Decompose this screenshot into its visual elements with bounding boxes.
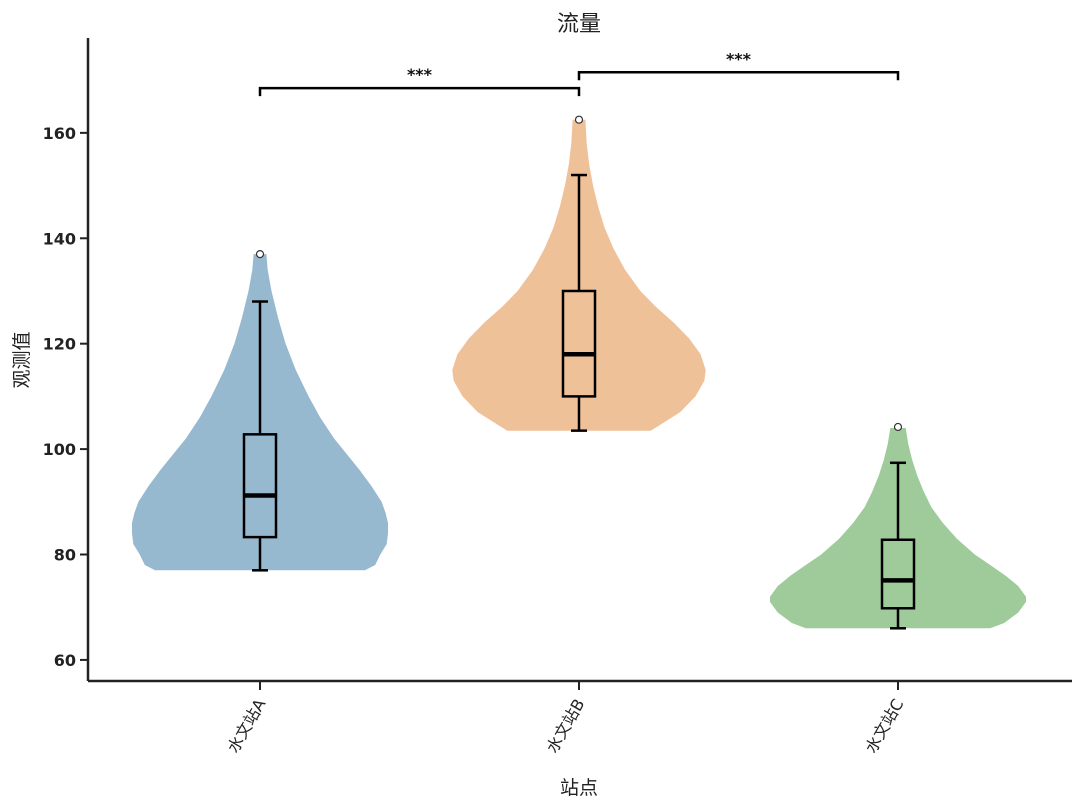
box-2	[561, 289, 597, 398]
x-axis-label: 站点	[560, 777, 598, 799]
outlier-3-1	[893, 422, 903, 432]
significance-label-2: ***	[726, 49, 752, 68]
outlier-1-1	[255, 249, 265, 259]
chart-title: 流量	[557, 12, 601, 37]
x-tick-label-2: 水文站B	[543, 696, 589, 757]
y-tick-label-160: 160	[43, 124, 76, 143]
box-1	[242, 433, 278, 539]
outlier-2-1	[574, 115, 584, 124]
significance-group: *** ***	[258, 49, 900, 97]
y-tick-label-80: 80	[54, 546, 76, 565]
y-tick-label-140: 140	[43, 229, 76, 248]
y-tick-label-120: 120	[43, 335, 76, 354]
significance-bracket-1	[258, 86, 581, 97]
x-tick-label-3: 水文站C	[861, 696, 907, 757]
significance-label-1: ***	[407, 65, 433, 84]
box-3	[880, 538, 916, 610]
significance-bracket-2	[577, 71, 900, 81]
y-tick-label-60: 60	[54, 651, 76, 670]
y-axis-label: 观测值	[11, 331, 33, 388]
x-tick-label-1: 水文站A	[224, 695, 270, 756]
y-tick-label-100: 100	[43, 440, 76, 459]
boxplot-group	[242, 115, 916, 630]
